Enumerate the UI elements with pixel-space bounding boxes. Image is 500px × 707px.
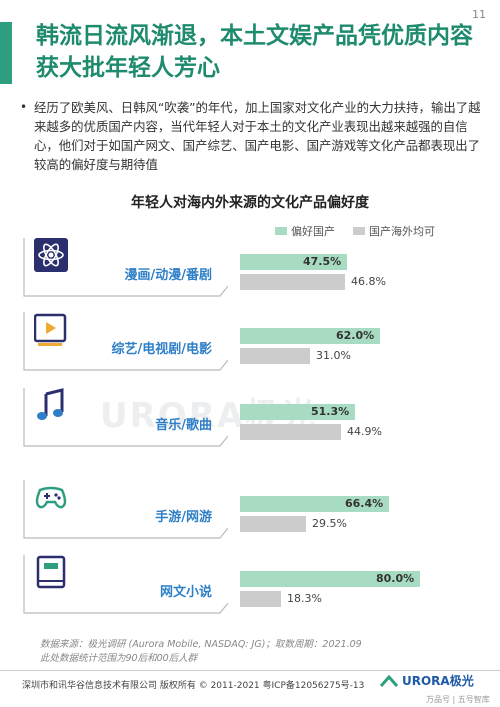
bar-foreign	[240, 348, 310, 364]
footer-divider	[0, 670, 500, 671]
chart-title: 年轻人对海内外来源的文化产品偏好度	[131, 195, 369, 211]
bar-value-foreign: 18.3%	[287, 592, 322, 605]
category-card: 网文小说	[22, 553, 228, 615]
category-frame-line	[23, 555, 228, 614]
bar-foreign	[240, 516, 306, 532]
book-icon	[36, 555, 66, 589]
category-card: 漫画/动漫/番剧	[22, 236, 228, 298]
category-frame-line	[23, 238, 228, 297]
bar-value-foreign: 44.9%	[347, 425, 382, 438]
source-note: 数据来源：极光调研 (Aurora Mobile, NASDAQ: JG)；取数…	[40, 638, 362, 666]
atom-icon	[34, 238, 68, 272]
bar-value-domestic: 62.0%	[336, 329, 375, 342]
footer-copyright: 深圳市和讯华谷信息技术有限公司 版权所有 © 2011-2021 粤ICP备12…	[22, 681, 365, 691]
summary-paragraph: • 经历了欧美风、日韩风“吹袭”的年代，加上国家对文化产业的大力扶持，输出了越来…	[20, 98, 484, 174]
bar-domestic	[240, 404, 355, 420]
bar-value-foreign: 46.8%	[351, 275, 386, 288]
summary-text: 经历了欧美风、日韩风“吹袭”的年代，加上国家对文化产业的大力扶持，输出了越来越多…	[34, 100, 481, 172]
bar-foreign	[240, 424, 341, 440]
bar-value-foreign: 29.5%	[312, 517, 347, 530]
bar-domestic	[240, 496, 389, 512]
legend-item-foreign: 国产海外均可	[353, 223, 435, 239]
category-label: 网文小说	[159, 585, 212, 600]
category-frame	[23, 480, 228, 539]
category-card: 手游/网游	[22, 478, 228, 540]
bar-domestic	[240, 328, 380, 344]
category-frame	[23, 238, 228, 297]
bar-value-foreign: 31.0%	[316, 349, 351, 362]
bar-domestic	[240, 571, 420, 587]
category-frame	[23, 312, 228, 371]
bar-foreign	[240, 274, 345, 290]
category-card: 综艺/电视剧/电影	[22, 310, 228, 372]
legend-label-domestic: 偏好国产	[291, 225, 335, 238]
bar-domestic	[240, 254, 347, 270]
bar-value-domestic: 47.5%	[303, 255, 342, 268]
play-icon	[34, 313, 67, 346]
source-line-1: 数据来源：极光调研 (Aurora Mobile, NASDAQ: JG)；取数…	[40, 639, 362, 650]
aurora-logo-icon	[380, 674, 398, 687]
category-frame	[23, 388, 228, 447]
legend-label-foreign: 国产海外均可	[369, 225, 435, 238]
footer-watermark: 万品号 | 五号智库	[426, 695, 490, 704]
page-number: 11	[472, 8, 486, 21]
bullet-icon: •	[20, 100, 28, 114]
title-accent-bar	[0, 22, 12, 84]
legend-swatch-foreign	[353, 227, 365, 235]
chart-legend: 偏好国产 国产海外均可	[275, 223, 435, 239]
gamepad-icon	[35, 486, 67, 509]
category-frame-line	[23, 480, 228, 539]
bar-value-domestic: 80.0%	[376, 572, 415, 585]
category-label: 综艺/电视剧/电影	[111, 342, 213, 357]
bar-foreign	[240, 591, 281, 607]
category-label: 音乐/歌曲	[155, 418, 212, 433]
music-note-icon	[37, 388, 64, 420]
category-frame	[23, 555, 228, 614]
category-card: 音乐/歌曲	[22, 386, 228, 448]
category-frame-line	[23, 312, 228, 371]
bar-value-domestic: 66.4%	[345, 497, 384, 510]
page-title: 韩流日流风渐退，本土文娱产品凭优质内容获大批年轻人芳心	[36, 23, 473, 81]
source-line-2: 此处数据统计范围为90后和00后人群	[40, 653, 198, 664]
legend-item-domestic: 偏好国产	[275, 223, 335, 239]
category-frame-line	[23, 388, 228, 447]
category-label: 漫画/动漫/番剧	[124, 268, 213, 283]
footer-logo-text: URORA极光	[402, 674, 474, 688]
legend-swatch-domestic	[275, 227, 287, 235]
bar-value-domestic: 51.3%	[311, 405, 350, 418]
footer-logo: URORA极光	[380, 672, 474, 689]
category-label: 手游/网游	[155, 510, 212, 525]
